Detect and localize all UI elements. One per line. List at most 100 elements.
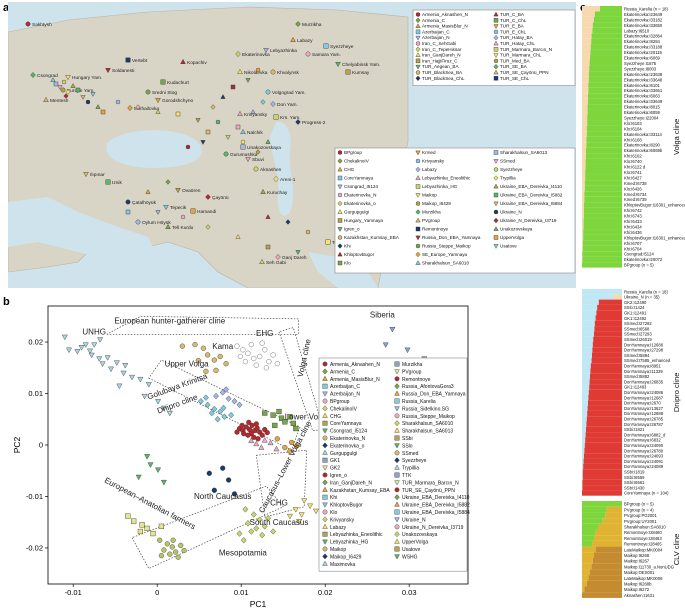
bar-segment — [582, 104, 588, 110]
data-point — [211, 487, 217, 493]
legend-entry-label: Ukraine_N — [500, 210, 522, 215]
data-point — [259, 531, 266, 539]
bar-segment — [595, 315, 622, 321]
data-point — [253, 440, 260, 447]
bar-label: Klo:I6426 — [624, 186, 642, 191]
legend-marker — [493, 167, 499, 172]
map-site-marker — [163, 205, 169, 211]
bar-segment — [586, 136, 622, 143]
legend-entry-label: Maikop_I6429 — [330, 554, 362, 560]
plot-annotation: CHG — [270, 499, 288, 508]
bar-segment — [582, 65, 590, 72]
map-site-marker — [135, 104, 141, 110]
legend-entry-label: WSHG — [402, 554, 418, 560]
bar-label: Ekaterinovka:I6101 — [624, 83, 661, 88]
legend-marker — [493, 47, 499, 52]
bar-segment — [590, 368, 622, 374]
data-point — [228, 411, 235, 419]
data-point — [99, 361, 106, 367]
legend-marker — [322, 560, 328, 566]
data-point — [116, 383, 123, 390]
bar-label: Maikop:I6272 — [624, 587, 650, 592]
map-site-marker — [205, 194, 211, 200]
legend-marker — [493, 64, 499, 70]
data-point — [259, 340, 265, 346]
bar-segment — [582, 580, 587, 587]
legend-marker — [337, 158, 343, 164]
data-point — [259, 432, 265, 438]
map-site-marker — [95, 104, 101, 109]
bar-label: Ekaterinovka:I23649 — [624, 12, 663, 17]
bar-segment — [582, 6, 600, 12]
bar-label: SSbi:I6559 — [624, 475, 645, 480]
legend-entry-label: Russia_Sidelkino.SG — [402, 406, 449, 412]
legend-marker — [415, 193, 421, 198]
map-legend-top: Armenia_Aknashen_NArmenia_CArmenia_Masis… — [412, 9, 576, 86]
bar-segment — [582, 342, 593, 348]
legend-marker — [415, 12, 421, 17]
map-site-marker — [273, 176, 279, 182]
data-point — [220, 404, 227, 412]
bar-segment — [582, 27, 593, 34]
bar-segment — [592, 27, 622, 34]
bar-segment — [582, 11, 595, 17]
map-site-marker — [295, 119, 301, 125]
bar-segment — [596, 546, 622, 553]
legend-marker — [394, 501, 400, 507]
legend-entry-label: Krmed — [422, 150, 436, 155]
bar-label: GK1:I12493 — [624, 385, 647, 390]
bar-segment — [594, 11, 622, 17]
map-site-marker — [105, 179, 111, 185]
bar-segment — [587, 104, 622, 110]
map-site-marker — [259, 258, 265, 264]
bar-segment — [590, 49, 622, 56]
data-point — [135, 474, 142, 481]
bar-segment — [582, 400, 588, 406]
bar-segment — [582, 218, 584, 224]
x-tick-label: 0.02 — [318, 588, 333, 597]
legend-entry-label: Ukraine_N_Dereivka_I3719 — [500, 218, 557, 223]
legend-entry-label: Igren_o — [330, 473, 347, 479]
bar-segment — [582, 453, 584, 459]
bar-segment — [584, 586, 622, 593]
data-point — [264, 430, 270, 436]
bar-segment — [582, 410, 588, 417]
legend-marker — [415, 158, 421, 164]
bar-segment — [587, 115, 622, 121]
legend-entry-label: Murzikha — [422, 210, 441, 215]
map-site-marker — [60, 87, 66, 93]
bar-segment — [585, 437, 622, 443]
legend-entry-label: Ukraine_EBA_Dereivka_I5882 — [402, 503, 470, 509]
legend-entry-label: Iran_C_TepeHissar — [422, 47, 462, 52]
bar-segment — [582, 125, 587, 132]
legend-marker — [322, 553, 328, 560]
plot-annotation: North Caucasus — [194, 492, 251, 501]
legend-marker — [493, 58, 499, 64]
legend-entry-label: Ekaterinovka_N — [330, 436, 366, 442]
data-point — [223, 361, 229, 367]
data-point — [219, 389, 226, 396]
bar-segment — [582, 331, 594, 337]
bar-label: Maikop:I6268b — [624, 582, 652, 587]
legend-entry-label: TUR_SE_BA — [500, 64, 528, 69]
map-site-label: Progress-2 — [302, 120, 326, 126]
bar-segment — [582, 442, 585, 448]
legend-entry-label: PVgroup — [402, 369, 422, 375]
legend-marker — [493, 175, 499, 181]
map-site-marker — [305, 229, 311, 235]
bar-segment — [582, 229, 584, 235]
map-site-label: Kopachiv — [187, 60, 207, 66]
bar-segment — [582, 389, 589, 395]
data-point — [272, 422, 278, 429]
bar-segment — [591, 38, 622, 45]
bar-label: Csongrad:I5124 — [624, 252, 654, 257]
bar-segment — [589, 65, 622, 72]
data-point — [61, 334, 68, 341]
legend-marker — [337, 218, 343, 223]
legend-entry-label: Armenia_C — [330, 369, 355, 375]
bar-label: DonYamnaya:I24090 — [624, 443, 664, 448]
legend-marker — [322, 420, 328, 426]
y-tick-label: 0.02 — [28, 338, 43, 347]
data-point — [289, 439, 295, 446]
